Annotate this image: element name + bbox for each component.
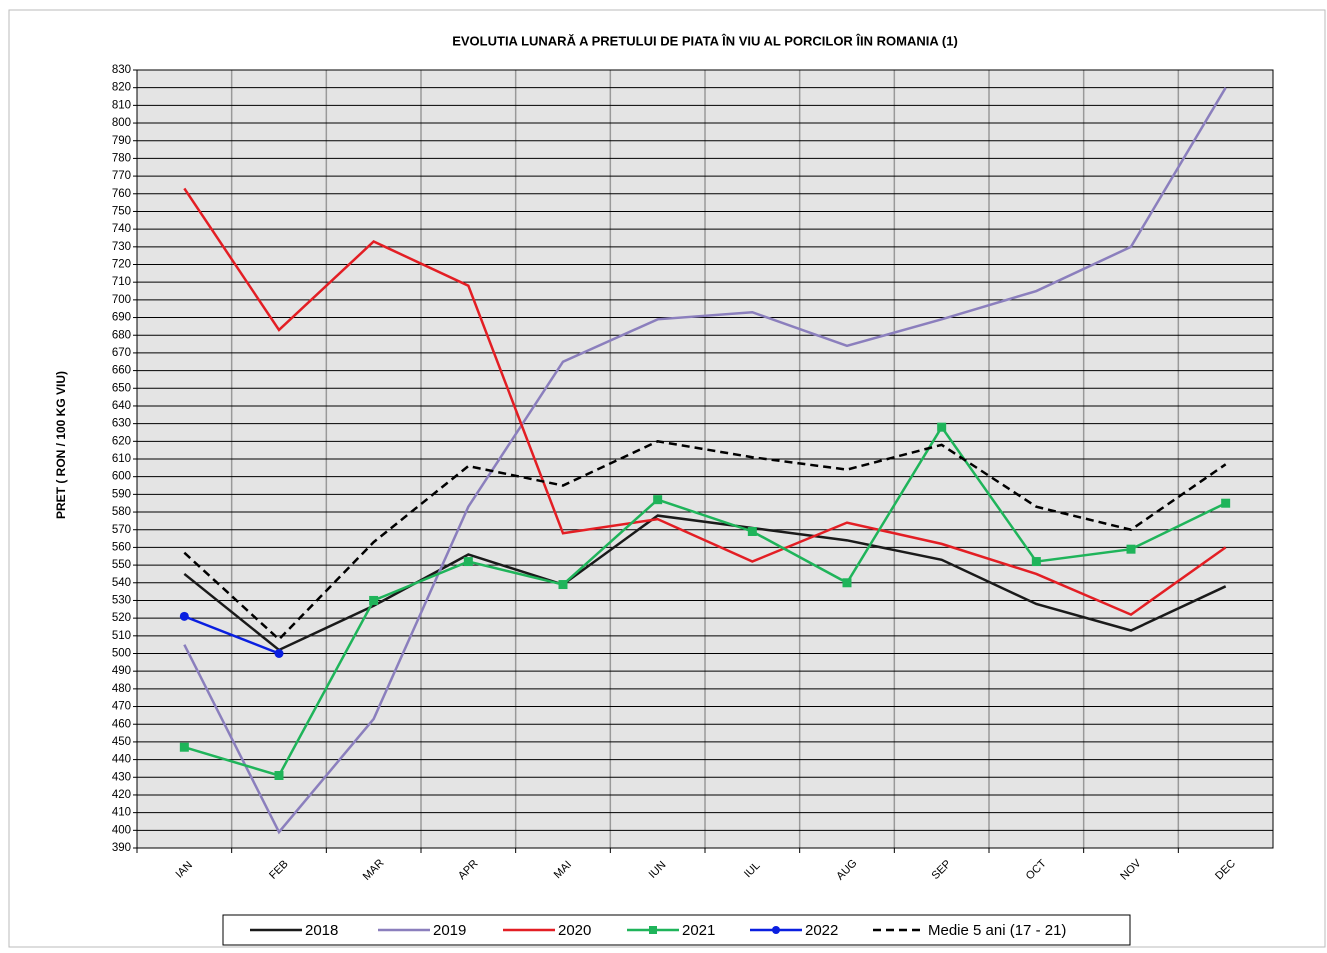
- y-tick-label: 470: [112, 701, 131, 713]
- y-tick-label: 660: [112, 365, 131, 377]
- y-tick-label: 560: [112, 541, 131, 553]
- data-point: [747, 526, 757, 536]
- data-point: [558, 580, 568, 590]
- y-tick-label: 830: [112, 64, 131, 76]
- y-tick-label: 780: [112, 152, 131, 164]
- y-tick-label: 550: [112, 559, 131, 571]
- y-tick-label: 410: [112, 807, 131, 819]
- y-tick-label: 430: [112, 771, 131, 783]
- y-tick-label: 530: [112, 594, 131, 606]
- data-point: [842, 578, 852, 588]
- y-tick-label: 460: [112, 718, 131, 730]
- y-tick-label: 510: [112, 630, 131, 642]
- legend-label: 2021: [682, 922, 715, 939]
- data-point: [369, 595, 379, 605]
- y-tick-label: 580: [112, 506, 131, 518]
- legend: 2018 2019 2020 2021 2022 Medie 5 ani (17 - 21…: [222, 914, 1131, 946]
- y-tick-label: 670: [112, 347, 131, 359]
- y-tick-label: 730: [112, 241, 131, 253]
- series-line: [183, 187, 1227, 617]
- y-tick-label: 590: [112, 488, 131, 500]
- data-point: [463, 557, 473, 567]
- data-point: [1031, 557, 1041, 567]
- legend-marker: [772, 926, 780, 934]
- series-line: [183, 424, 1227, 777]
- y-tick-label: 790: [112, 135, 131, 147]
- y-tick-label: 500: [112, 648, 131, 660]
- y-tick-label: 690: [112, 312, 131, 324]
- y-tick-label: 610: [112, 453, 131, 465]
- data-point: [274, 649, 284, 658]
- y-tick-label: 570: [112, 524, 131, 536]
- y-tick-label: 720: [112, 259, 131, 271]
- y-tick-label: 800: [112, 117, 131, 129]
- y-tick-label: 450: [112, 736, 131, 748]
- y-tick-label: 490: [112, 665, 131, 677]
- data-point: [274, 771, 284, 781]
- y-tick-label: 480: [112, 683, 131, 695]
- data-point: [937, 422, 947, 432]
- series-line: [183, 514, 1227, 652]
- y-tick-label: 680: [112, 329, 131, 341]
- data-point: [179, 742, 189, 752]
- series-line: [183, 87, 1227, 835]
- y-tick-label: 750: [112, 205, 131, 217]
- y-tick-label: 390: [112, 842, 131, 854]
- legend-label: 2018: [305, 922, 338, 939]
- chart-title: EVOLUTIA LUNARĂ A PRETULUI DE PIATA ÎN V…: [452, 33, 958, 48]
- y-tick-label: 440: [112, 754, 131, 766]
- y-tick-label: 760: [112, 188, 131, 200]
- y-tick-label: 420: [112, 789, 131, 801]
- y-tick-label: 710: [112, 276, 131, 288]
- y-tick-label: 820: [112, 82, 131, 94]
- y-tick-label: 540: [112, 577, 131, 589]
- y-tick-label: 600: [112, 471, 131, 483]
- legend-marker: [649, 926, 657, 934]
- legend-label: 2019: [433, 922, 466, 939]
- legend-label: 2022: [805, 922, 838, 939]
- data-point: [179, 611, 189, 621]
- legend-label: Medie 5 ani (17 - 21): [928, 922, 1066, 939]
- y-tick-label: 740: [112, 223, 131, 235]
- y-axis-label: PRET ( RON / 100 KG VIU): [54, 371, 68, 519]
- series-line: [183, 615, 280, 655]
- y-tick-label: 770: [112, 170, 131, 182]
- y-tick-label: 640: [112, 400, 131, 412]
- y-tick-label: 400: [112, 824, 131, 836]
- data-point: [653, 495, 663, 505]
- y-tick-label: 650: [112, 382, 131, 394]
- data-point: [1221, 498, 1231, 508]
- data-point: [1126, 544, 1136, 554]
- y-tick-label: 700: [112, 294, 131, 306]
- y-tick-label: 520: [112, 612, 131, 624]
- y-tick-label: 630: [112, 418, 131, 430]
- legend-label: 2020: [558, 922, 591, 939]
- y-tick-label: 810: [112, 99, 131, 111]
- y-tick-label: 620: [112, 435, 131, 447]
- series-line: [183, 440, 1227, 642]
